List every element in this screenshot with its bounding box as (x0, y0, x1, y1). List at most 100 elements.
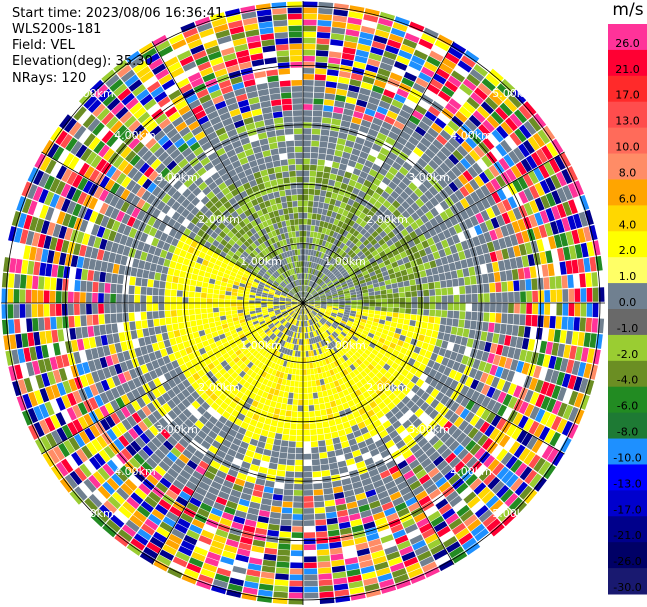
velocity-gate (177, 283, 184, 291)
velocity-gate (449, 193, 460, 204)
velocity-gate (292, 520, 303, 526)
velocity-gate (68, 315, 75, 328)
velocity-gate (401, 219, 410, 229)
velocity-gate (446, 236, 455, 247)
velocity-gate (203, 323, 210, 330)
velocity-gate (389, 342, 397, 350)
velocity-gate (378, 181, 388, 191)
velocity-gate (237, 309, 244, 314)
velocity-gate (481, 78, 496, 92)
velocity-gate (324, 277, 330, 283)
velocity-gate (395, 171, 405, 181)
velocity-gate (320, 306, 327, 310)
velocity-gate (373, 318, 380, 323)
velocity-gate (316, 385, 322, 392)
velocity-gate (327, 319, 333, 324)
velocity-gate (311, 281, 315, 288)
velocity-gate (327, 413, 335, 421)
velocity-gate (292, 514, 303, 520)
velocity-gate (315, 286, 321, 291)
velocity-gate (315, 50, 329, 57)
velocity-gate (574, 288, 581, 302)
velocity-gate (459, 83, 473, 96)
velocity-gate (303, 188, 309, 195)
velocity-gate (524, 242, 533, 255)
velocity-gate (346, 322, 353, 328)
velocity-gate (330, 553, 344, 561)
velocity-gate (295, 369, 300, 375)
velocity-gate (322, 267, 328, 274)
velocity-gate (393, 297, 400, 303)
velocity-gate (264, 547, 278, 555)
velocity-gate (509, 234, 519, 246)
velocity-gate (337, 220, 344, 228)
velocity-gate (401, 368, 409, 377)
velocity-gate (589, 333, 597, 348)
velocity-gate (309, 362, 314, 369)
velocity-gate (73, 291, 80, 303)
velocity-gate (308, 280, 312, 287)
velocity-gate (405, 120, 418, 131)
velocity-gate (592, 349, 601, 365)
velocity-gate (519, 485, 533, 500)
velocity-gate (218, 298, 225, 303)
velocity-gate (332, 112, 343, 120)
velocity-gate (295, 459, 303, 466)
velocity-gate (507, 313, 514, 325)
velocity-gate (543, 464, 556, 480)
velocity-gate (292, 362, 297, 369)
velocity-gate (335, 337, 342, 343)
velocity-gate (491, 388, 502, 401)
velocity-gate (393, 266, 401, 273)
velocity-gate (496, 292, 502, 303)
velocity-gate (395, 195, 405, 205)
velocity-gate (485, 181, 496, 194)
velocity-gate (527, 363, 536, 377)
velocity-gate (405, 291, 412, 298)
velocity-gate (551, 385, 562, 400)
velocity-gate (489, 364, 498, 376)
velocity-gate (368, 352, 376, 360)
velocity-gate (495, 143, 508, 157)
velocity-gate (322, 390, 328, 397)
velocity-gate (293, 490, 303, 496)
velocity-gate (406, 66, 420, 77)
velocity-gate (336, 454, 346, 462)
velocity-gate (416, 142, 428, 153)
velocity-gate (385, 171, 395, 181)
velocity-gate (280, 525, 292, 532)
velocity-gate (315, 277, 320, 283)
velocity-gate (353, 61, 366, 70)
velocity-gate (524, 389, 534, 403)
velocity-gate (399, 308, 406, 314)
velocity-gate (365, 64, 379, 73)
velocity-gate (267, 529, 280, 537)
velocity-gate (513, 314, 520, 325)
ppi-radar-plot: 1.00km2.00km3.00km4.00km5.00km1.00km2.00… (1, 1, 605, 605)
velocity-gate (386, 239, 394, 247)
velocity-gate (452, 318, 459, 327)
velocity-gate (495, 249, 504, 261)
velocity-gate (557, 386, 567, 402)
velocity-gate (413, 49, 428, 61)
velocity-gate (307, 375, 312, 381)
velocity-gate (517, 176, 529, 190)
velocity-gate (546, 142, 559, 157)
velocity-gate (451, 165, 462, 177)
velocity-gate (586, 287, 593, 302)
velocity-gate (333, 245, 339, 253)
velocity-gate (458, 345, 466, 355)
velocity-gate (310, 158, 318, 165)
velocity-gate (396, 365, 404, 374)
velocity-gate (106, 262, 114, 273)
velocity-gate (288, 441, 296, 448)
velocity-gate (424, 405, 435, 416)
velocity-gate (279, 409, 286, 416)
velocity-gate (409, 151, 420, 162)
velocity-gate (479, 421, 491, 434)
velocity-gate (309, 274, 313, 280)
velocity-gate (517, 268, 525, 280)
velocity-gate (541, 444, 554, 460)
velocity-gate (500, 368, 510, 380)
velocity-gate (269, 400, 277, 408)
